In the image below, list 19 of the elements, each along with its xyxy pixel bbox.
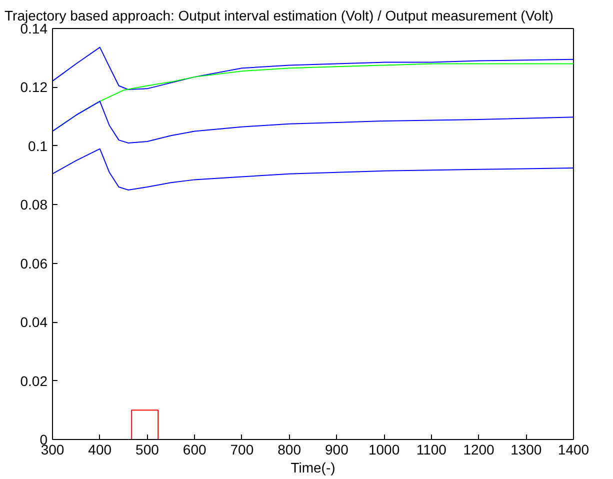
y-tick-label: 0.06	[20, 255, 48, 272]
x-tick-label: 1200	[463, 442, 495, 458]
x-tick-label: 400	[88, 442, 112, 458]
x-tick-label: 600	[182, 442, 206, 458]
x-tick-label: 1300	[510, 442, 542, 458]
y-tick-label: 0.12	[20, 79, 48, 96]
chart-title: Trajectory based approach: Output interval estimation (Volt) / Output measurement (Volt)	[4, 8, 554, 24]
x-tick-label: 500	[136, 442, 160, 458]
y-tick-label: 0.1	[28, 138, 48, 154]
y-tick-label: 0.08	[20, 196, 48, 213]
x-tick-label: 900	[325, 442, 349, 458]
x-tick-label: 1400	[558, 442, 590, 458]
x-axis-title: Time(-)	[290, 460, 336, 476]
x-tick-label: 800	[278, 442, 302, 458]
x-tick-label: 1100	[416, 442, 447, 458]
y-tick-label: 0.02	[20, 372, 48, 389]
x-tick-label: 700	[230, 442, 254, 458]
y-tick-label: 0.04	[20, 314, 48, 330]
x-tick-label: 1000	[368, 442, 400, 458]
